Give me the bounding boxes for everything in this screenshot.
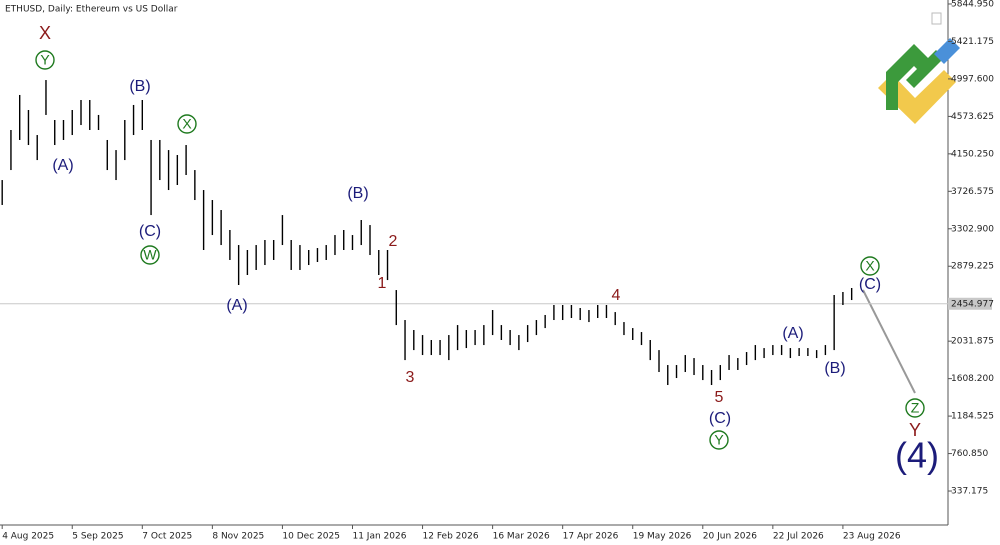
wave-label: 1 [378, 275, 387, 292]
price-label-bg [948, 297, 992, 310]
x-tick-label: 5 Sep 2025 [72, 532, 123, 542]
wave-label: (C) [859, 276, 881, 293]
wave-label: 4 [612, 287, 621, 304]
wave-label: Y [714, 432, 724, 448]
x-tick-label: 17 Apr 2026 [563, 532, 619, 542]
x-tick-label: 22 Jul 2026 [773, 532, 824, 542]
wave-label: (B) [129, 78, 150, 95]
x-tick-label: 11 Jan 2026 [352, 532, 406, 542]
wave-label: Z [911, 400, 920, 416]
toolbar-icon [931, 12, 942, 25]
wave-label: Y [909, 420, 921, 440]
wave-label: Y [40, 52, 50, 68]
y-tick-label: 4573.625 [951, 112, 994, 122]
y-tick-label: 1608.200 [951, 374, 994, 384]
y-tick-label: 5844.950 [951, 0, 994, 9]
wave-label: (A) [226, 297, 247, 314]
wave-label: W [143, 247, 157, 263]
x-tick-label: 7 Oct 2025 [142, 532, 192, 542]
x-tick-label: 19 May 2026 [633, 532, 692, 542]
chart-title: ETHUSD, Daily: Ethereum vs US Dollar [5, 5, 178, 15]
wave-label: 5 [715, 389, 724, 406]
wave-circle [140, 245, 160, 265]
wave-label: (B) [824, 360, 845, 377]
x-tick-label: 4 Aug 2025 [2, 532, 54, 542]
projection-line [862, 289, 916, 394]
y-tick-label: 337.175 [951, 487, 988, 497]
wave-label: (4) [895, 435, 939, 476]
wave-circle [905, 398, 925, 418]
wave-circle [35, 50, 55, 70]
wave-label: (C) [139, 223, 161, 240]
wave-label: X [182, 116, 192, 132]
y-tick-label: 5421.175 [951, 37, 994, 47]
wave-label: (A) [52, 157, 73, 174]
y-tick-label: 4997.600 [951, 74, 994, 84]
y-tick-label: 3726.575 [951, 187, 994, 197]
x-tick-label: 16 Mar 2026 [493, 532, 550, 542]
wave-label: (A) [782, 325, 803, 342]
wave-label: (C) [709, 410, 731, 427]
x-tick-label: 23 Aug 2026 [843, 532, 901, 542]
y-tick-label: 2879.225 [951, 262, 994, 272]
wave-label: X [865, 258, 875, 274]
logo [878, 38, 960, 124]
y-tick-label: 760.850 [951, 449, 988, 459]
y-tick-label: 3302.900 [951, 224, 994, 234]
y-tick-label: 2031.875 [951, 337, 994, 347]
x-tick-label: 20 Jun 2026 [703, 532, 757, 542]
wave-circle [177, 114, 197, 134]
wave-circle [860, 256, 880, 276]
x-tick-label: 12 Feb 2026 [423, 532, 479, 542]
x-tick-label: 8 Nov 2025 [212, 532, 264, 542]
price-label: 2454.977 [951, 299, 994, 309]
wave-label: X [39, 23, 51, 43]
x-tick-label: 10 Dec 2025 [282, 532, 340, 542]
wave-circle [709, 430, 729, 450]
y-tick-label: 4150.250 [951, 149, 994, 159]
wave-label: (B) [347, 185, 368, 202]
y-tick-label: 1184.525 [951, 412, 994, 422]
wave-label: 3 [406, 369, 415, 386]
wave-label: 2 [389, 233, 398, 250]
